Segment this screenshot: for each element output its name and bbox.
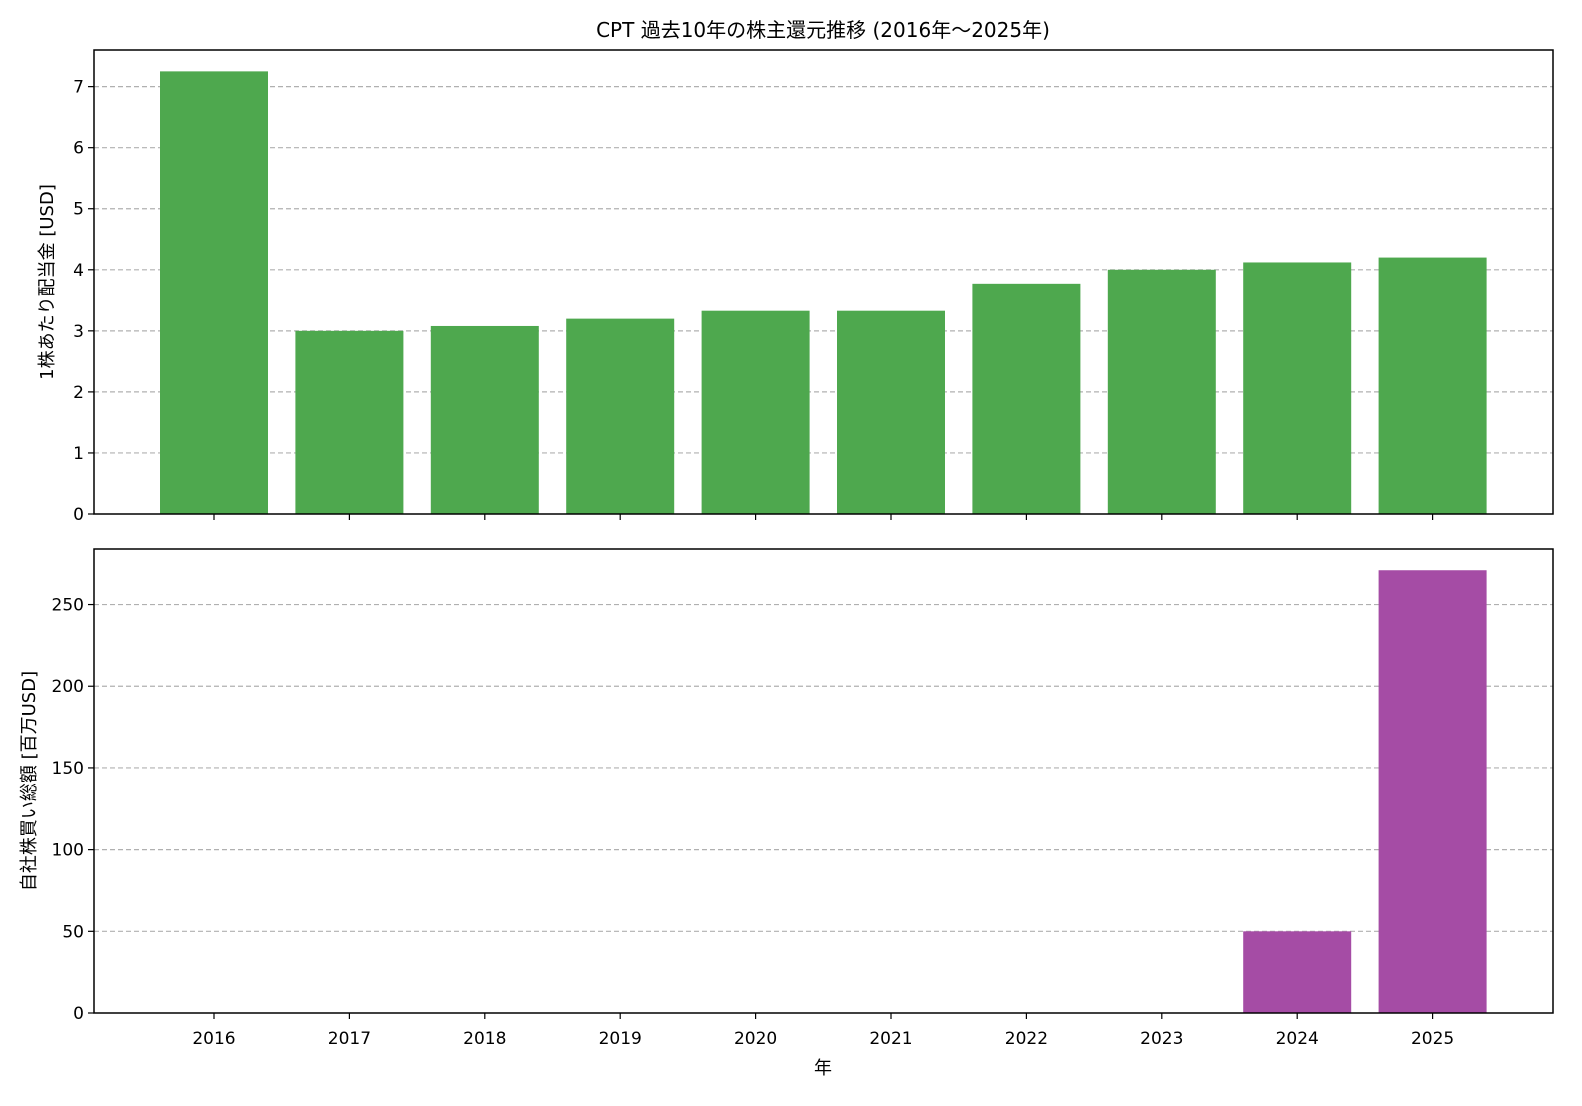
y-tick-label: 4 <box>73 261 84 281</box>
x-tick-label: 2024 <box>1276 1029 1319 1049</box>
y-tick-label: 1 <box>73 444 84 464</box>
y-tick-label: 200 <box>52 677 84 697</box>
bar-2021 <box>837 310 945 514</box>
y-tick-label: 2 <box>73 383 84 403</box>
bar-2022 <box>972 283 1081 514</box>
y-tick-label: 6 <box>73 139 84 159</box>
bar-2019 <box>566 318 675 514</box>
y-axis-label: 1株あたり配当金 [USD] <box>37 184 58 380</box>
y-tick-label: 7 <box>73 78 84 98</box>
y-tick-label: 250 <box>52 596 84 616</box>
y-tick-label: 100 <box>52 841 84 861</box>
chart-panel-buyback: 0 50 100 150 200 250 2016 2017 2018 2019 2020 2021 2… <box>19 548 1554 1049</box>
bar-2017 <box>295 330 404 514</box>
y-tick-label: 0 <box>73 1004 84 1024</box>
x-tick-label: 2018 <box>463 1029 506 1049</box>
chart-title: CPT 過去10年の株主還元推移 (2016年〜2025年) <box>596 18 1050 42</box>
axes-frame <box>93 548 1554 1014</box>
y-tick-label: 3 <box>73 322 84 342</box>
x-tick-label: 2020 <box>734 1029 777 1049</box>
bar-2024 <box>1243 262 1352 514</box>
bar-2025 <box>1378 257 1487 514</box>
y-tick-label: 150 <box>52 759 84 779</box>
bar-2023 <box>1107 269 1216 514</box>
y-tick-label: 50 <box>62 922 84 942</box>
bar-2016 <box>160 71 268 515</box>
x-tick-label: 2023 <box>1140 1029 1183 1049</box>
x-tick-label: 2016 <box>192 1029 235 1049</box>
chart-panel-dividend: 0 1 2 3 4 5 6 7 1株あたり配当金 [USD] <box>37 49 1554 525</box>
y-axis-label: 自社株買い総額 [百万USD] <box>19 671 40 891</box>
x-tick-label: 2021 <box>869 1029 912 1049</box>
x-tick-label: 2022 <box>1005 1029 1048 1049</box>
bar-2025 <box>1378 570 1487 1013</box>
x-tick-label: 2019 <box>599 1029 642 1049</box>
y-tick-label: 5 <box>73 200 84 220</box>
y-tick-label: 0 <box>73 505 84 525</box>
bar-2020 <box>701 310 810 514</box>
x-axis-label: 年 <box>814 1058 832 1079</box>
bar-2018 <box>430 325 539 514</box>
bar-2024 <box>1243 931 1352 1013</box>
axes-frame <box>93 49 1554 515</box>
x-tick-label: 2025 <box>1411 1029 1454 1049</box>
x-tick-label: 2017 <box>328 1029 371 1049</box>
